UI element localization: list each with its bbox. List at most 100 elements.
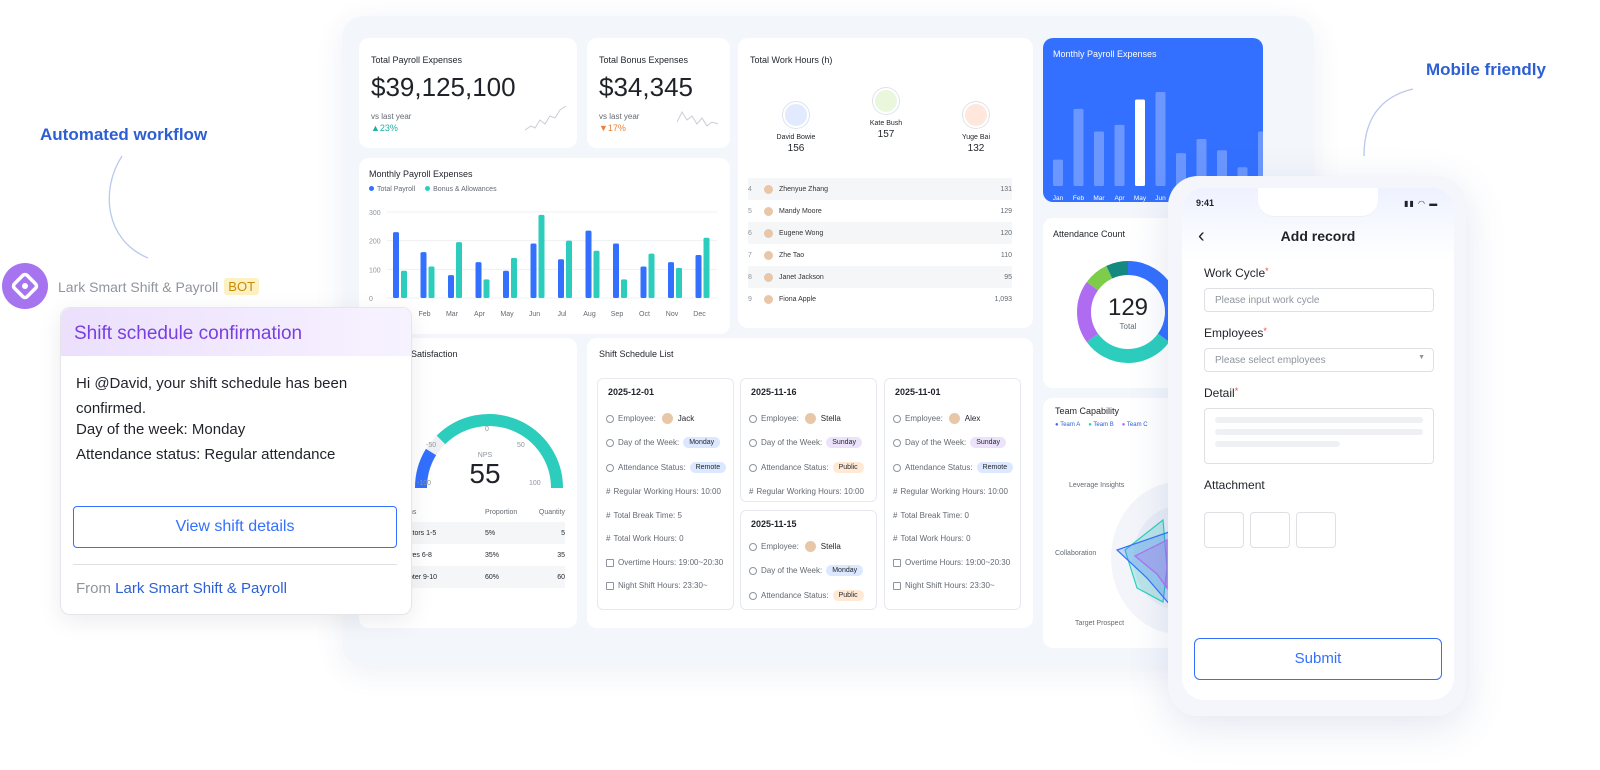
nps-gauge: [414, 414, 563, 489]
label-text: Work Cycle: [1204, 266, 1266, 280]
bar: [1073, 108, 1084, 186]
user-icon: [749, 542, 757, 551]
callout-arc: [108, 155, 149, 259]
status-tag: Public: [832, 590, 864, 601]
bar: [475, 262, 482, 298]
placeholder-line: [1215, 429, 1423, 435]
podium-name: David Bowie: [776, 134, 816, 141]
rank: 6: [748, 229, 752, 237]
change-down: ▼17%: [599, 123, 626, 133]
legend-item: ● Team C: [1121, 422, 1148, 428]
header-cell: Quantity: [538, 508, 565, 516]
bonus-value: $34,345: [599, 72, 693, 102]
view-shift-details-button[interactable]: View shift details: [73, 506, 397, 548]
field-text: Regular Working Hours: 10:00: [613, 487, 721, 496]
status-tag: Remote: [976, 462, 1014, 473]
podium-value: 132: [967, 143, 985, 154]
chart-title: Attendance Count: [1053, 229, 1126, 239]
attachment-slot[interactable]: [1250, 512, 1290, 548]
schedule-date: 2025-11-01: [895, 387, 941, 397]
x-tick-label: Dec: [693, 311, 706, 318]
schedule-item[interactable]: 2025-11-01 Employee: Alex Day of the Week…: [884, 378, 1021, 610]
podium-value: 157: [877, 129, 895, 140]
team-capability-card: Team Capability ● Team A ● Team B ● Team…: [1043, 398, 1177, 648]
monthly-payroll-chart-card: Monthly Payroll Expenses Total Payroll B…: [359, 158, 730, 334]
dow-row: Day of the Week: Monday: [749, 565, 864, 576]
field-text: Night Shift Hours: 23:30~: [905, 581, 995, 590]
x-tick-label: Mar: [1093, 195, 1105, 202]
field-row: # Total Work Hours: 0: [606, 534, 684, 543]
schedule-item[interactable]: 2025-11-16 Employee: Stella Day of the We…: [740, 378, 877, 502]
phone-notch: [1258, 188, 1378, 216]
table-row: ctors 1-5 5% 5: [409, 522, 565, 544]
bot-avatar: [2, 263, 48, 309]
blue-bar-chart: Jan Feb Mar Apr May Jun: [1053, 92, 1263, 202]
dashboard-panel: Total Payroll Expenses $39,125,100 vs la…: [342, 16, 1314, 666]
attachment-slot[interactable]: [1296, 512, 1336, 548]
chart-legend: Total Payroll Bonus & Allowances: [369, 186, 497, 193]
calendar-icon: [893, 581, 901, 590]
clock-icon: [749, 463, 757, 472]
submit-button[interactable]: Submit: [1194, 638, 1442, 680]
user-icon: [606, 414, 614, 423]
table-row: ves 6-8 35% 35: [409, 544, 565, 566]
employees-select[interactable]: Please select employees ▼: [1204, 348, 1434, 372]
rank: 7: [748, 251, 752, 259]
axis-label: Collaboration: [1055, 550, 1097, 557]
schedule-date: 2025-11-15: [751, 519, 797, 529]
rank: 4: [748, 185, 752, 193]
from-line: From Lark Smart Shift & Payroll: [76, 580, 287, 597]
ranking-list: 4 Zhenyue Zhang 131 5 Mandy Moore 129 6 Eugen…: [748, 178, 1022, 312]
podium-value: 156: [787, 143, 805, 154]
detail-label: Detail*: [1204, 386, 1239, 400]
x-tick-label: Feb: [418, 311, 430, 318]
y-tick-label: 300: [369, 210, 381, 217]
legend-label: Bonus & Allowances: [433, 186, 497, 193]
bar: [613, 243, 619, 298]
legend-label: Team C: [1126, 422, 1148, 428]
schedule-item[interactable]: 2025-11-15 Employee: Stella Day of the We…: [740, 510, 877, 610]
avatar: [948, 413, 960, 424]
avatar: [764, 294, 773, 304]
user-icon: [893, 414, 901, 423]
cell: 5%: [485, 529, 496, 537]
x-tick-label: Nov: [666, 311, 679, 318]
field-label: Attendance Status:: [761, 591, 829, 600]
field-row: # Total Break Time: 0: [893, 511, 969, 520]
gauge-tick: 50: [517, 442, 525, 449]
bar: [428, 266, 435, 298]
attachment-slot[interactable]: [1204, 512, 1244, 548]
dow-row: Day of the Week: Sunday: [893, 437, 1006, 448]
bot-name: Lark Smart Shift & Payroll: [58, 278, 219, 295]
hours: 129: [1000, 207, 1012, 215]
clock-icon: [893, 438, 901, 447]
schedule-item[interactable]: 2025-12-01 Employee: Jack Day of the Week…: [597, 378, 734, 610]
mobile-friendly-callout: Mobile friendly: [1426, 60, 1546, 79]
x-tick-label: Jul: [558, 311, 567, 318]
bar: [530, 243, 537, 298]
label-text: Detail: [1204, 386, 1235, 400]
phone-mockup: 9:41 ▮▮ ◠ ▬ ‹ Add record Work Cycle* Ple…: [1168, 176, 1466, 716]
back-chevron-icon[interactable]: ‹: [1198, 225, 1205, 247]
hours: 110: [1000, 251, 1012, 259]
dow-row: Day of the Week: Monday: [606, 437, 721, 448]
message-line: Hi @David, your shift schedule has been …: [76, 375, 348, 417]
bar: [420, 252, 427, 298]
bar: [703, 237, 710, 298]
axis-label: Target Prospect: [1075, 620, 1125, 627]
work-cycle-input[interactable]: Please input work cycle: [1204, 288, 1434, 312]
rank: 9: [748, 295, 752, 303]
schedule-date: 2025-11-16: [751, 387, 797, 397]
avatar: [783, 102, 809, 128]
dow-tag: Sunday: [826, 437, 862, 448]
legend-item: Total Payroll: [369, 186, 415, 193]
field-label: Day of the Week:: [618, 438, 680, 447]
bot-link[interactable]: Lark Smart Shift & Payroll: [115, 580, 287, 597]
calendar-icon: [893, 558, 901, 567]
bar: [585, 230, 592, 298]
cell: 35: [557, 551, 565, 559]
detail-textarea[interactable]: [1204, 408, 1434, 464]
field-label: Attendance Status:: [618, 463, 686, 472]
bar: [538, 214, 545, 298]
sparkline: [525, 105, 567, 131]
